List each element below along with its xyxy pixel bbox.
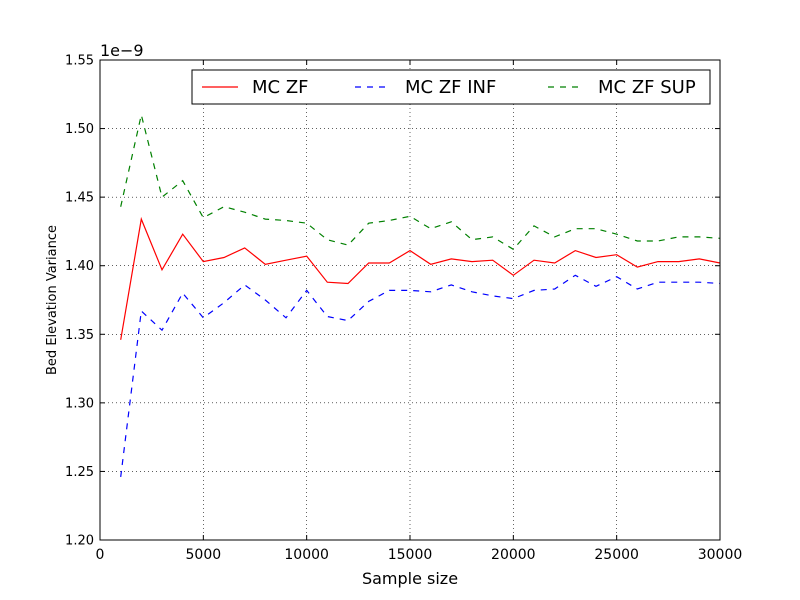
grid-lines — [100, 60, 720, 540]
y-tick-label: 1.20 — [65, 534, 94, 549]
y-tick-label: 1.55 — [65, 54, 94, 69]
legend-box — [191, 69, 711, 105]
x-tick-label: 10000 — [284, 547, 329, 563]
legend-label-3: MC ZF SUP — [598, 77, 696, 98]
x-tick-label: 15000 — [388, 547, 433, 563]
series-lines — [120, 114, 721, 477]
series-line-1 — [120, 216, 721, 340]
y-axis-offset-label: 1e−9 — [100, 41, 144, 60]
y-tick-label: 1.30 — [65, 396, 94, 411]
y-axis-label: Bed Elevation Variance — [45, 225, 60, 375]
x-axis-label: Sample size — [362, 569, 458, 588]
axis-ticks: 0 5000 10000 15000 20000 25000 30000 1.20 1.25 1.… — [65, 54, 742, 564]
x-tick-label: 0 — [96, 547, 105, 563]
y-tick-label: 1.40 — [65, 259, 94, 274]
legend-label-1: MC ZF — [252, 77, 309, 98]
x-tick-label: 20000 — [491, 547, 536, 563]
series-line-3 — [120, 114, 721, 251]
x-tick-label: 30000 — [698, 547, 743, 563]
y-tick-label: 1.35 — [65, 328, 94, 343]
series-line-2 — [120, 274, 721, 477]
y-tick-label: 1.50 — [65, 122, 94, 137]
y-tick-label: 1.45 — [65, 191, 94, 206]
legend-label-2: MC ZF INF — [405, 77, 496, 98]
x-tick-label: 25000 — [594, 547, 639, 563]
legend: MC ZF MC ZF INF MC ZF SUP — [191, 69, 711, 105]
x-tick-label: 5000 — [186, 547, 222, 563]
y-tick-label: 1.25 — [65, 465, 94, 480]
